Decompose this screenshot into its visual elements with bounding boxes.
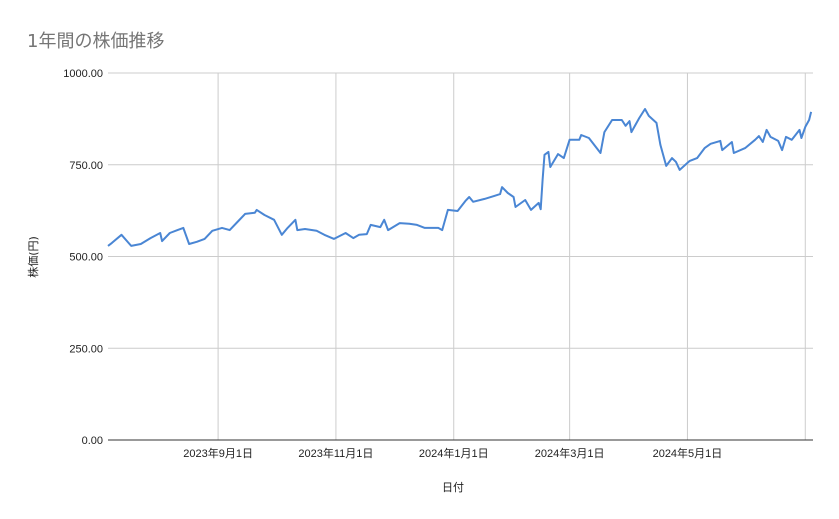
y-tick-label: 250.00 bbox=[69, 343, 103, 355]
x-tick-label: 2024年5月1日 bbox=[653, 446, 723, 460]
x-tick-label: 2024年3月1日 bbox=[535, 446, 605, 460]
y-tick-label: 1000.00 bbox=[63, 68, 103, 80]
y-tick-label: 500.00 bbox=[69, 252, 103, 264]
chart-title: 1年間の株価推移 bbox=[27, 31, 165, 52]
x-axis-title: 日付 bbox=[442, 481, 464, 494]
y-axis-title: 株価(円) bbox=[26, 236, 40, 278]
y-tick-label: 750.00 bbox=[69, 160, 103, 172]
x-tick-label: 2024年1月1日 bbox=[419, 446, 489, 460]
series-line bbox=[107, 108, 813, 247]
x-tick-label: 2023年11月1日 bbox=[298, 446, 373, 460]
x-tick-label: 2023年9月1日 bbox=[183, 446, 253, 460]
y-tick-label: 0.00 bbox=[82, 435, 103, 447]
